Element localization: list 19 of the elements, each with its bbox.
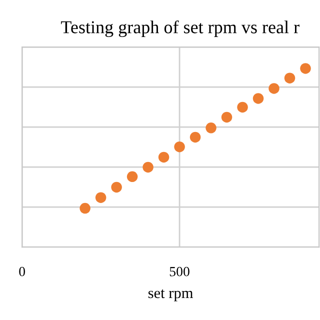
point	[126, 171, 138, 182]
point	[158, 152, 170, 163]
chart-title: Testing graph of set rpm vs real r	[61, 20, 300, 38]
point	[174, 141, 185, 152]
x-tick-label: 500	[170, 266, 190, 276]
point	[142, 162, 154, 173]
point	[252, 93, 264, 104]
point	[237, 102, 248, 113]
point	[95, 192, 106, 203]
point	[221, 112, 232, 123]
x-tick-label: 0	[19, 266, 26, 276]
point	[111, 182, 122, 193]
point	[300, 63, 311, 74]
point	[206, 122, 216, 134]
x-axis-title: set rpm	[148, 289, 194, 302]
point	[80, 202, 90, 214]
point	[190, 132, 201, 143]
point	[268, 83, 280, 94]
point	[284, 72, 296, 84]
